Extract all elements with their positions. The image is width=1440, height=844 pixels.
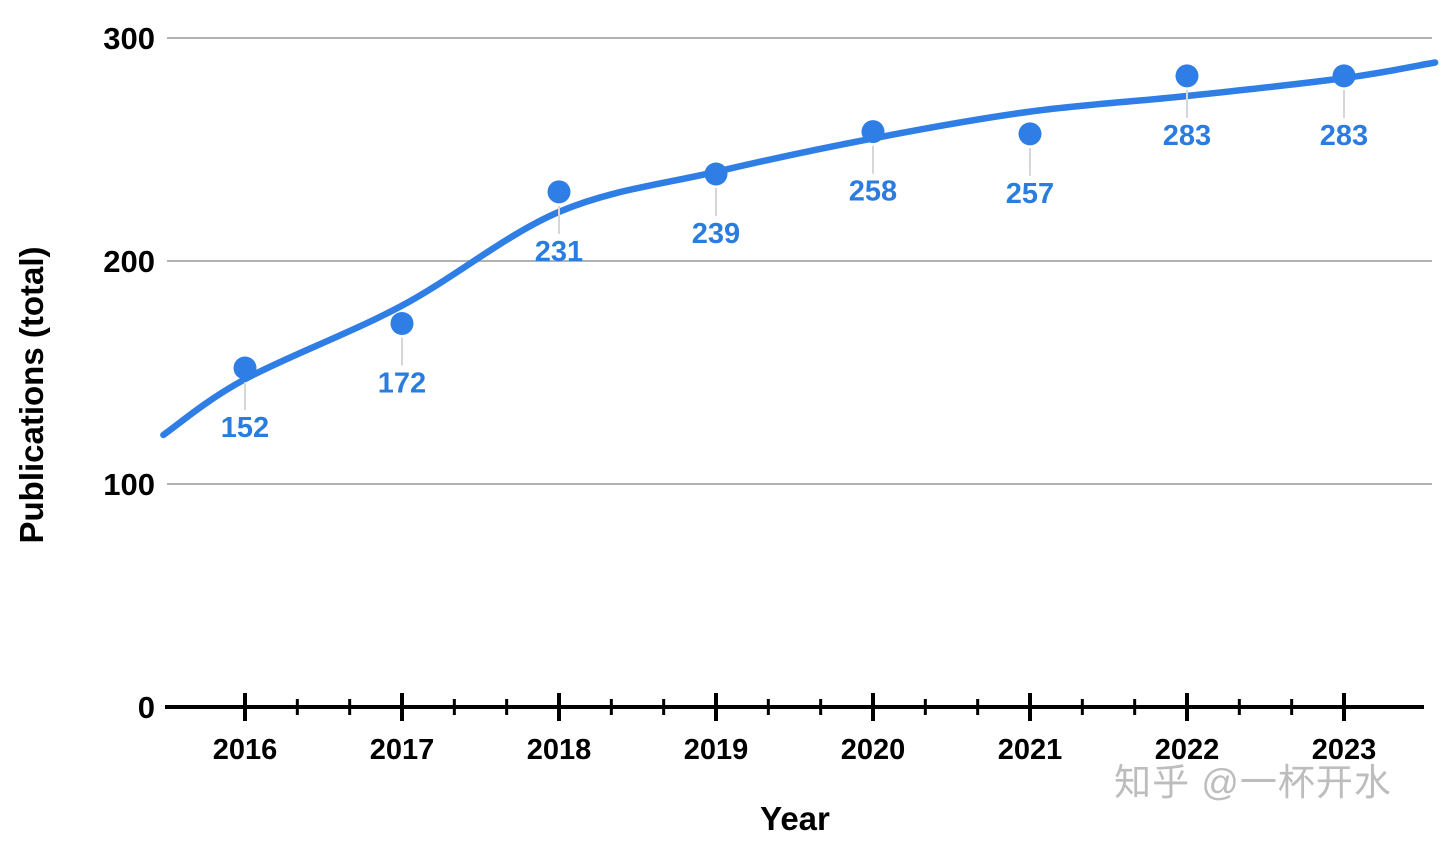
data-point-2017 <box>390 311 414 335</box>
x-tick-label-2017: 2017 <box>370 734 435 766</box>
data-point-2023 <box>1332 64 1356 88</box>
x-tick-label-2020: 2020 <box>841 734 906 766</box>
y-tick-label-0: 0 <box>138 690 155 725</box>
data-label-2019: 239 <box>692 218 740 250</box>
trendline-curve <box>160 59 1439 439</box>
data-label-2018: 231 <box>535 236 583 268</box>
x-tick-label-2018: 2018 <box>527 734 592 766</box>
data-label-2022: 283 <box>1163 120 1211 152</box>
data-point-2022 <box>1175 64 1199 88</box>
y-tick-label-200: 200 <box>103 244 155 279</box>
data-point-2021 <box>1018 122 1042 146</box>
x-tick-label-2023: 2023 <box>1312 734 1377 766</box>
watermark-text: 知乎 @一杯开水 <box>1114 762 1392 803</box>
x-tick-label-2021: 2021 <box>998 734 1063 766</box>
data-label-2016: 152 <box>221 412 269 444</box>
x-tick-label-2019: 2019 <box>684 734 749 766</box>
data-label-2017: 172 <box>378 367 426 399</box>
x-tick-label-2022: 2022 <box>1155 734 1220 766</box>
data-point-2019 <box>704 162 728 186</box>
data-label-2021: 257 <box>1006 178 1054 210</box>
x-axis-title: Year <box>760 800 830 837</box>
x-tick-label-2016: 2016 <box>213 734 278 766</box>
y-tick-label-100: 100 <box>103 467 155 502</box>
data-label-2023: 283 <box>1320 120 1368 152</box>
data-point-2020 <box>861 120 885 144</box>
y-tick-label-300: 300 <box>103 21 155 56</box>
data-point-2016 <box>233 356 257 380</box>
data-point-2018 <box>547 180 571 204</box>
y-axis-title: Publications (total) <box>13 246 50 544</box>
data-label-2020: 258 <box>849 176 897 208</box>
